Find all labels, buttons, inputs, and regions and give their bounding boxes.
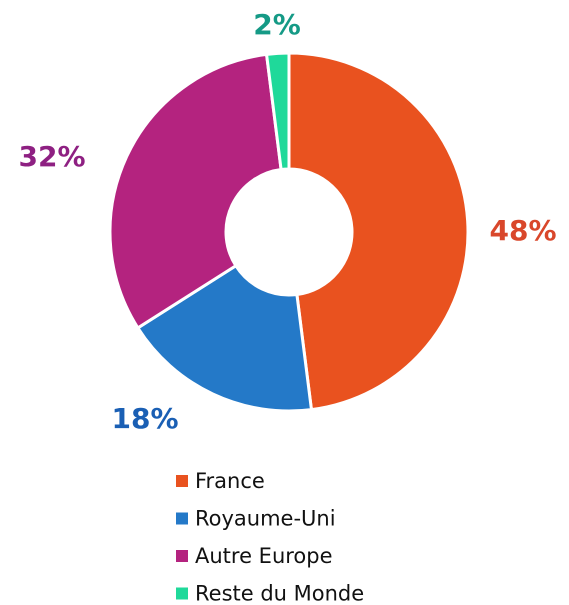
legend-swatch bbox=[176, 587, 188, 600]
legend-label: Reste du Monde bbox=[195, 582, 364, 605]
data-label: 48% bbox=[489, 214, 556, 247]
donut-slice bbox=[108, 52, 283, 330]
legend-swatch bbox=[176, 550, 188, 562]
legend-swatch bbox=[176, 475, 188, 487]
legend-swatch bbox=[176, 512, 188, 525]
data-label: 2% bbox=[253, 8, 301, 41]
donut-slice bbox=[287, 51, 470, 412]
data-label: 32% bbox=[18, 140, 85, 173]
data-label: 18% bbox=[111, 402, 178, 435]
legend-label: Autre Europe bbox=[195, 544, 333, 568]
legend-label: France bbox=[195, 469, 265, 493]
donut-slice bbox=[264, 51, 291, 172]
legend-label: Royaume-Uni bbox=[195, 507, 336, 531]
